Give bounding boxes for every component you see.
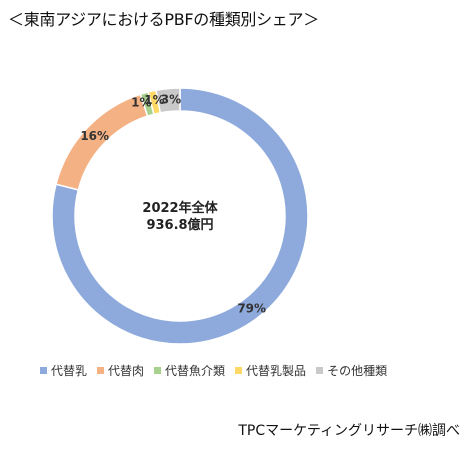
legend-label-2: 代替肉: [108, 364, 145, 378]
slice-label-1: 79%: [237, 301, 266, 315]
legend-item-5: その他種類: [316, 362, 387, 379]
legend-label-4: 代替乳製品: [246, 364, 307, 378]
source-note: TPCマーケティングリサーチ㈱調べ: [238, 423, 460, 439]
donut-slices: [51, 87, 309, 345]
slice-labels: 79%16%1%1%3%: [80, 93, 266, 316]
legend-swatch-5: [316, 367, 324, 374]
legend-label-1: 代替乳: [51, 364, 88, 378]
chart-title: ＜東南アジアにおけるPBFの種類別シェア＞: [8, 10, 319, 29]
legend-item-1: 代替乳: [40, 362, 87, 379]
legend-swatch-3: [154, 367, 162, 374]
slice-label-3: 1%: [131, 96, 151, 110]
legend-swatch-4: [235, 367, 243, 374]
slice-label-5: 3%: [161, 93, 181, 107]
slice-label-2: 16%: [80, 129, 109, 143]
donut-slice-5: [155, 87, 181, 114]
chart-legend: 代替乳 代替肉 代替魚介類 代替乳製品 その他種類: [40, 362, 397, 379]
legend-swatch-1: [40, 367, 47, 374]
center-label-line1: 2022年全体: [142, 200, 218, 216]
donut-slice-1: [51, 87, 309, 345]
legend-label-5: その他種類: [327, 364, 388, 378]
legend-item-4: 代替乳製品: [235, 362, 306, 379]
legend-swatch-2: [97, 367, 105, 374]
center-label-line2: 936.8億円: [146, 217, 213, 233]
slice-label-4: 1%: [144, 93, 164, 107]
legend-item-2: 代替肉: [97, 362, 144, 379]
legend-label-3: 代替魚介類: [165, 364, 226, 378]
legend-item-3: 代替魚介類: [154, 362, 225, 379]
